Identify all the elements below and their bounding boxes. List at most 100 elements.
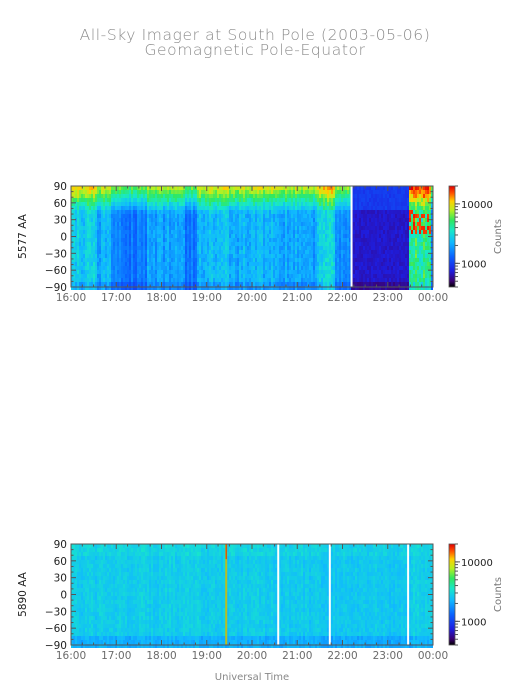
heatmap-cell — [237, 190, 239, 194]
heatmap-cell — [227, 258, 229, 262]
heatmap-cell — [83, 226, 85, 230]
heatmap-cell — [89, 226, 91, 230]
heatmap-cell — [91, 242, 93, 246]
heatmap-cell — [291, 198, 293, 202]
heatmap-cell — [181, 266, 183, 270]
heatmap-cell — [239, 282, 241, 286]
x-tick-label: 22:00 — [327, 292, 357, 304]
heatmap-cell — [155, 286, 157, 290]
heatmap-cell — [203, 234, 205, 238]
heatmap-cell — [353, 234, 355, 238]
heatmap-cell — [345, 282, 347, 286]
heatmap-cell — [83, 238, 85, 242]
heatmap-cell — [333, 198, 335, 202]
heatmap-cell — [71, 584, 73, 588]
heatmap-cell — [359, 270, 361, 274]
heatmap-cell — [327, 254, 329, 258]
heatmap-cell — [79, 286, 81, 290]
heatmap-cell — [327, 190, 329, 194]
heatmap-cell — [375, 226, 377, 230]
heatmap-cell — [105, 266, 107, 270]
heatmap-cell — [307, 258, 309, 262]
heatmap-cell — [305, 246, 307, 250]
heatmap-cell — [173, 214, 175, 218]
heatmap-cell — [95, 262, 97, 266]
heatmap-cell — [147, 202, 149, 206]
heatmap-cell — [73, 632, 75, 636]
heatmap-cell — [113, 246, 115, 250]
heatmap-cell — [241, 218, 243, 222]
heatmap-cell — [369, 250, 371, 254]
heatmap-cell — [93, 218, 95, 222]
heatmap-cell — [267, 226, 269, 230]
heatmap-cell — [417, 286, 419, 290]
heatmap-cell — [311, 194, 313, 198]
heatmap-cell — [131, 286, 133, 290]
heatmap-cell — [121, 226, 123, 230]
chart-subtitle: Geomagnetic Pole-Equator — [144, 41, 366, 59]
heatmap-cell — [267, 246, 269, 250]
heatmap-cell — [95, 270, 97, 274]
heatmap-cell — [301, 218, 303, 222]
heatmap-cell — [407, 238, 409, 242]
heatmap-cell — [249, 198, 251, 202]
heatmap-cell — [425, 258, 427, 262]
heatmap-cell — [263, 210, 265, 214]
heatmap-cell — [373, 214, 375, 218]
heatmap-cell — [173, 234, 175, 238]
heatmap-cell — [195, 194, 197, 198]
heatmap-cell — [365, 222, 367, 226]
heatmap-cell — [187, 274, 189, 278]
heatmap-cell — [169, 222, 171, 226]
heatmap-cell — [367, 258, 369, 262]
heatmap-cell — [259, 230, 261, 234]
heatmap-cell — [137, 226, 139, 230]
heatmap-cell — [297, 194, 299, 198]
heatmap-cell — [343, 278, 345, 282]
heatmap-cell — [417, 234, 419, 238]
heatmap-cell — [415, 218, 417, 222]
heatmap-cell — [325, 234, 327, 238]
heatmap-cell — [413, 202, 415, 206]
heatmap-cell — [203, 194, 205, 198]
heatmap-cell — [417, 266, 419, 270]
heatmap-cell — [123, 238, 125, 242]
heatmap-cell — [223, 242, 225, 246]
heatmap-cell — [291, 254, 293, 258]
heatmap-cell — [283, 230, 285, 234]
heatmap-cell — [233, 258, 235, 262]
heatmap-cell — [327, 282, 329, 286]
heatmap-cell — [403, 246, 405, 250]
heatmap-cell — [373, 238, 375, 242]
heatmap-cell — [415, 186, 417, 190]
heatmap-cell — [209, 230, 211, 234]
heatmap-cell — [353, 194, 355, 198]
heatmap-cell — [131, 242, 133, 246]
heatmap-cell — [159, 222, 161, 226]
heatmap-cell — [123, 230, 125, 234]
heatmap-cell — [405, 210, 407, 214]
heatmap-cell — [197, 242, 199, 246]
heatmap-cell — [131, 194, 133, 198]
heatmap-cell — [369, 278, 371, 282]
heatmap-cell — [427, 246, 429, 250]
heatmap-cell — [367, 250, 369, 254]
heatmap-cell — [131, 214, 133, 218]
heatmap-cell — [173, 210, 175, 214]
heatmap-cell — [91, 218, 93, 222]
heatmap-cell — [299, 186, 301, 190]
heatmap-cell — [417, 198, 419, 202]
heatmap-cell — [327, 194, 329, 198]
heatmap-cell — [77, 238, 79, 242]
heatmap-cell — [161, 258, 163, 262]
heatmap-cell — [317, 210, 319, 214]
heatmap-cell — [429, 238, 431, 242]
heatmap-cell — [307, 266, 309, 270]
heatmap-cell — [277, 254, 279, 258]
heatmap-cell — [387, 274, 389, 278]
heatmap-cell — [123, 210, 125, 214]
heatmap-cell — [205, 286, 207, 290]
heatmap-cell — [395, 242, 397, 246]
heatmap-cell — [103, 198, 105, 202]
heatmap-cell — [207, 214, 209, 218]
